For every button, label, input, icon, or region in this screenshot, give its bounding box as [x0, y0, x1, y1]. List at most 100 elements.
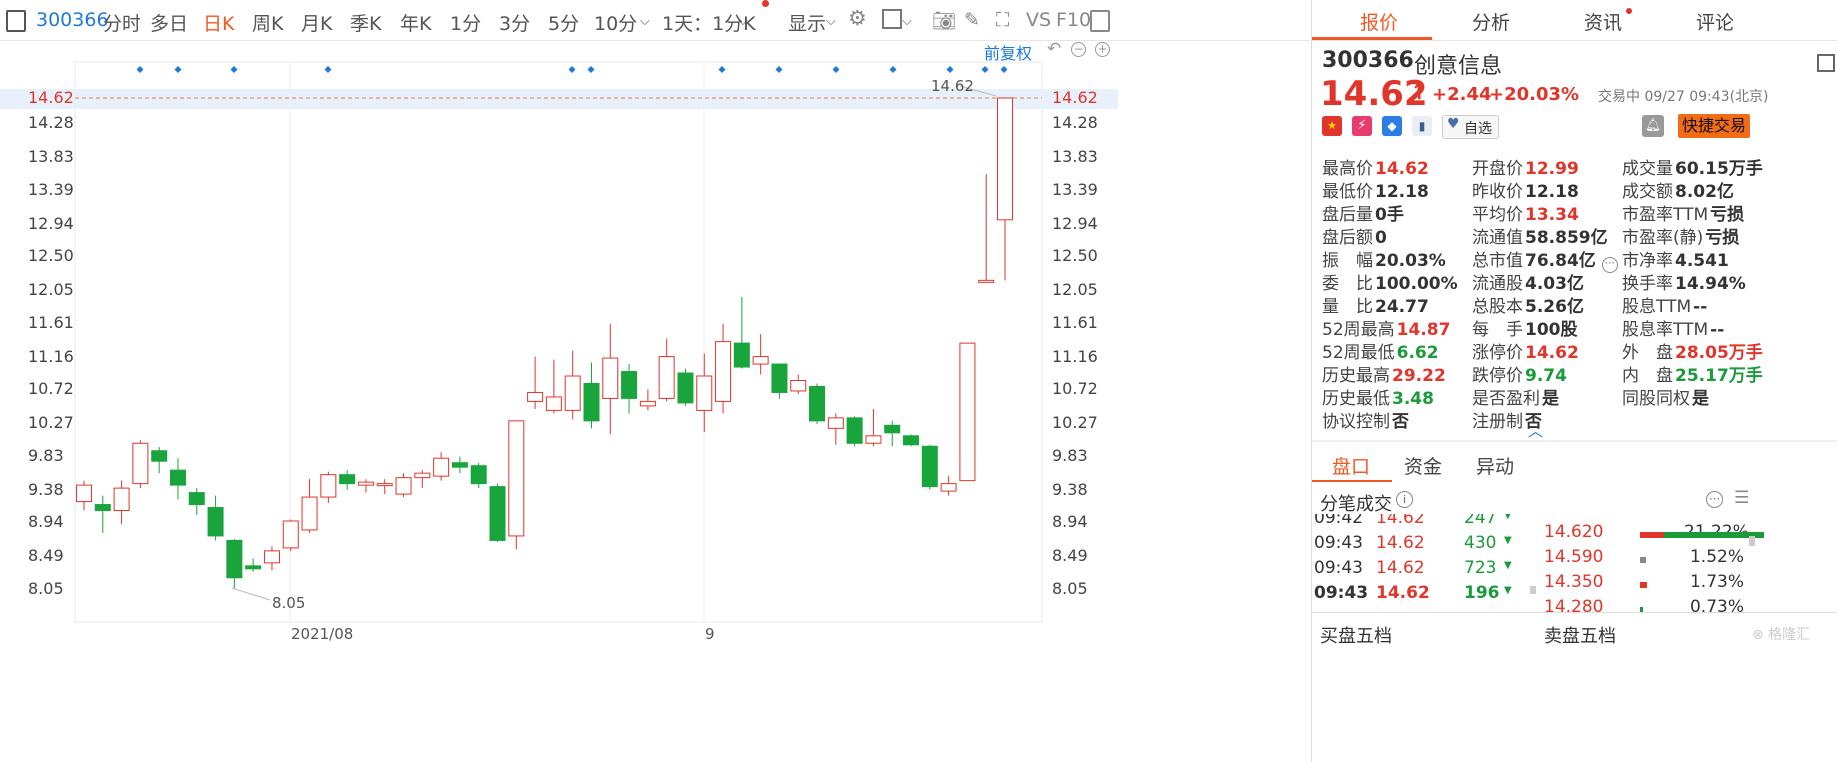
- period-select[interactable]: 1天：1分K: [662, 13, 756, 35]
- menu-icon[interactable]: [1817, 54, 1835, 72]
- undo-icon[interactable]: ↶: [1047, 39, 1062, 59]
- collapse-chevron-icon[interactable]: ︿: [1528, 422, 1544, 440]
- stat-label: 市盈率(静): [1622, 228, 1704, 248]
- chevron-down-icon[interactable]: ⌵: [902, 14, 912, 29]
- fullscreen-icon[interactable]: ⛶: [996, 9, 1010, 31]
- tab-month-k[interactable]: 月K: [301, 13, 333, 35]
- chevron-down-icon[interactable]: ⌵: [640, 14, 650, 29]
- candle-up: [639, 400, 656, 407]
- panel-toggle-icon[interactable]: [6, 10, 26, 32]
- sidebar-toggle-icon[interactable]: [1090, 10, 1110, 32]
- candle-up: [696, 375, 713, 411]
- candle-up: [940, 483, 957, 492]
- zoom-out-icon[interactable]: −: [1071, 42, 1086, 57]
- y-tick-label: 11.61: [28, 312, 74, 332]
- stat-item: 最高价 14.62: [1322, 154, 1429, 179]
- f10-button[interactable]: F10: [1056, 9, 1092, 31]
- tab-anomaly[interactable]: 异动: [1476, 456, 1515, 478]
- event-marker: [832, 66, 840, 73]
- bid-five-tab[interactable]: 买盘五档: [1320, 626, 1392, 647]
- y-tick-label: 10.72: [28, 379, 74, 399]
- display-menu[interactable]: 显示: [788, 13, 827, 35]
- y-tick-label: 13.39: [28, 179, 74, 199]
- y-tick-label-right: 14.62: [1052, 88, 1098, 107]
- ask-five-tab[interactable]: 卖盘五档: [1544, 626, 1616, 647]
- tab-analysis[interactable]: 分析: [1472, 12, 1511, 34]
- watchlist-button[interactable]: ♥ 自选: [1442, 115, 1499, 139]
- ticks-region: 09:42 14.62 247 ▼ 09:43 14.62 430 ▼ 09:43 14.62 72…: [1312, 514, 1837, 612]
- high-leader-line: [959, 85, 997, 97]
- candle-up: [113, 487, 130, 512]
- stat-value: 12.99: [1525, 159, 1579, 179]
- tab-5min[interactable]: 5分: [548, 13, 580, 35]
- y-tick-label-right: 9.83: [1052, 445, 1088, 465]
- stat-label: 历史最高: [1322, 366, 1390, 386]
- chevron-down-icon[interactable]: ⌵: [738, 14, 748, 29]
- tab-news[interactable]: 资讯: [1584, 12, 1623, 34]
- tab-week-k[interactable]: 周K: [252, 13, 284, 35]
- tab-1min[interactable]: 1分: [450, 13, 482, 35]
- tab-year-k[interactable]: 年K: [400, 13, 432, 35]
- vs-button[interactable]: VS: [1026, 9, 1052, 31]
- stat-value: 4.03亿: [1525, 274, 1584, 294]
- tick-time: 09:43: [1314, 583, 1369, 603]
- quick-trade-button[interactable]: 快捷交易: [1678, 114, 1750, 138]
- y-tick-label-right: 12.05: [1052, 280, 1098, 300]
- zoom-in-icon[interactable]: +: [1095, 42, 1110, 57]
- y-tick-label: 12.05: [28, 280, 74, 300]
- forward-adjust-button[interactable]: 前复权: [984, 44, 1033, 63]
- kline-chart[interactable]: 前复权 ↶ − + 14.62 14.28 13.83 13.39 12.94 12.50…: [0, 39, 1310, 762]
- info-icon[interactable]: i: [1396, 491, 1413, 508]
- candle-up: [395, 477, 412, 495]
- tab-funds[interactable]: 资金: [1404, 456, 1443, 478]
- stat-item: 量 比 24.77: [1322, 292, 1429, 317]
- bookmark-icon[interactable]: ▮: [1412, 116, 1432, 136]
- lightning-icon[interactable]: ⚡: [1352, 116, 1372, 136]
- dist-bar-buy: [1640, 532, 1664, 538]
- stat-label: 内 盘: [1622, 366, 1673, 386]
- stat-value: 13.34: [1525, 205, 1579, 225]
- stat-item: 注册制否: [1472, 407, 1542, 432]
- stat-item: 跌停价 9.74: [1472, 361, 1567, 386]
- stat-item: 52周最高 14.87: [1322, 315, 1450, 340]
- tab-multi-day[interactable]: 多日: [150, 13, 189, 35]
- tab-fenshi[interactable]: 分时: [103, 13, 142, 35]
- stat-label: 最高价: [1322, 159, 1373, 179]
- tab-day-k[interactable]: 日K: [203, 13, 235, 35]
- tab-pankou[interactable]: 盘口: [1332, 456, 1371, 478]
- tag-icon[interactable]: ◆: [1382, 116, 1402, 136]
- tab-comments[interactable]: 评论: [1696, 12, 1735, 34]
- stat-value: 100.00%: [1375, 274, 1458, 294]
- stat-value: 3.48: [1392, 389, 1434, 409]
- tab-season-k[interactable]: 季K: [350, 13, 382, 35]
- y-tick-label-right: 8.05: [1052, 579, 1088, 598]
- tab-quote[interactable]: 报价: [1360, 12, 1399, 34]
- stat-value: 58.859亿: [1525, 228, 1608, 248]
- bell-icon[interactable]: 🔔︎: [1642, 115, 1664, 137]
- y-tick-label-right: 14.28: [1052, 113, 1098, 133]
- chevron-down-icon[interactable]: ⌵: [826, 14, 836, 29]
- list-icon[interactable]: ☰: [1734, 488, 1750, 508]
- more-icon[interactable]: ⋯: [1706, 491, 1723, 508]
- y-tick-label-right: 11.16: [1052, 346, 1098, 366]
- stat-label: 盘后额: [1322, 228, 1373, 248]
- dist-price: 14.590: [1544, 547, 1604, 567]
- stat-value: 9.74: [1525, 366, 1567, 386]
- tick-price: 14.62: [1376, 558, 1425, 578]
- box-select-icon[interactable]: [882, 9, 902, 29]
- more-icon[interactable]: ⋯: [1601, 257, 1618, 273]
- camera-icon[interactable]: 📷︎: [932, 10, 957, 32]
- candle-down: [470, 465, 487, 485]
- settings-gear-icon[interactable]: ⚙: [848, 6, 867, 30]
- dist-scrollbar[interactable]: [1749, 536, 1755, 546]
- candle-up: [414, 472, 431, 479]
- tab-10min[interactable]: 10分: [594, 13, 638, 35]
- stat-label: 成交额: [1622, 182, 1673, 202]
- ticks-scrollbar[interactable]: [1530, 586, 1536, 594]
- candle-up: [959, 342, 976, 482]
- stat-value: 8.02亿: [1675, 182, 1734, 202]
- pencil-icon[interactable]: ✎: [964, 9, 980, 31]
- stat-value: 亏损: [1710, 205, 1745, 225]
- stat-value: 是: [1692, 389, 1709, 409]
- tab-3min[interactable]: 3分: [499, 13, 531, 35]
